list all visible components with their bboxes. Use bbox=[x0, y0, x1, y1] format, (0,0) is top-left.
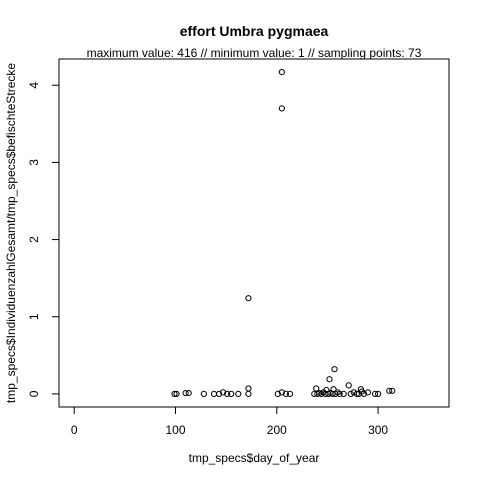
data-point bbox=[182, 390, 189, 397]
y-tick-label: 1 bbox=[27, 313, 41, 320]
data-point bbox=[364, 389, 372, 396]
data-point bbox=[278, 69, 285, 76]
data-point bbox=[173, 390, 180, 397]
data-point bbox=[274, 390, 281, 397]
y-tick-label: 2 bbox=[27, 236, 41, 243]
data-point bbox=[215, 390, 223, 397]
x-tick-label: 100 bbox=[165, 423, 185, 437]
x-axis: 0 100 200 300 bbox=[71, 406, 388, 437]
y-tick-label: 4 bbox=[27, 82, 41, 89]
x-tick-label: 300 bbox=[368, 423, 388, 437]
data-point bbox=[228, 390, 235, 397]
data-point bbox=[235, 390, 242, 397]
y-tick-label: 3 bbox=[27, 159, 41, 166]
data-point bbox=[389, 387, 396, 394]
data-point bbox=[210, 390, 218, 397]
y-axis: 0 1 2 3 4 bbox=[27, 82, 60, 397]
data-point bbox=[353, 390, 360, 397]
data-point bbox=[340, 390, 347, 397]
plot-frame bbox=[58, 58, 450, 408]
data-point bbox=[278, 105, 285, 112]
data-point bbox=[331, 366, 338, 373]
chart-subtitle: maximum value: 416 // minimum value: 1 /… bbox=[87, 46, 422, 60]
data-point bbox=[374, 390, 382, 397]
data-point bbox=[200, 390, 207, 397]
data-point bbox=[336, 390, 343, 397]
data-point bbox=[278, 389, 285, 396]
data-point bbox=[345, 382, 352, 389]
y-tick-label: 0 bbox=[27, 390, 41, 397]
data-points bbox=[171, 69, 396, 397]
data-point bbox=[282, 390, 290, 397]
data-point bbox=[347, 390, 354, 397]
data-point bbox=[326, 376, 333, 383]
data-point bbox=[245, 390, 252, 397]
data-point bbox=[185, 390, 192, 397]
data-point bbox=[220, 389, 227, 396]
y-axis-label: tmp_specs$IndividuenzahlGesamt/tmp_specs… bbox=[4, 63, 18, 404]
chart-title: effort Umbra pygmaea bbox=[180, 23, 329, 39]
data-point bbox=[245, 385, 252, 392]
data-point bbox=[171, 390, 178, 397]
data-point bbox=[386, 387, 393, 394]
data-point bbox=[371, 390, 379, 397]
data-point bbox=[224, 390, 231, 397]
data-point bbox=[360, 390, 368, 397]
x-axis-label: tmp_specs$day_of_year bbox=[189, 451, 320, 465]
data-point bbox=[286, 390, 294, 397]
x-tick-label: 200 bbox=[267, 423, 287, 437]
data-point bbox=[245, 295, 252, 302]
x-tick-label: 0 bbox=[71, 423, 78, 437]
